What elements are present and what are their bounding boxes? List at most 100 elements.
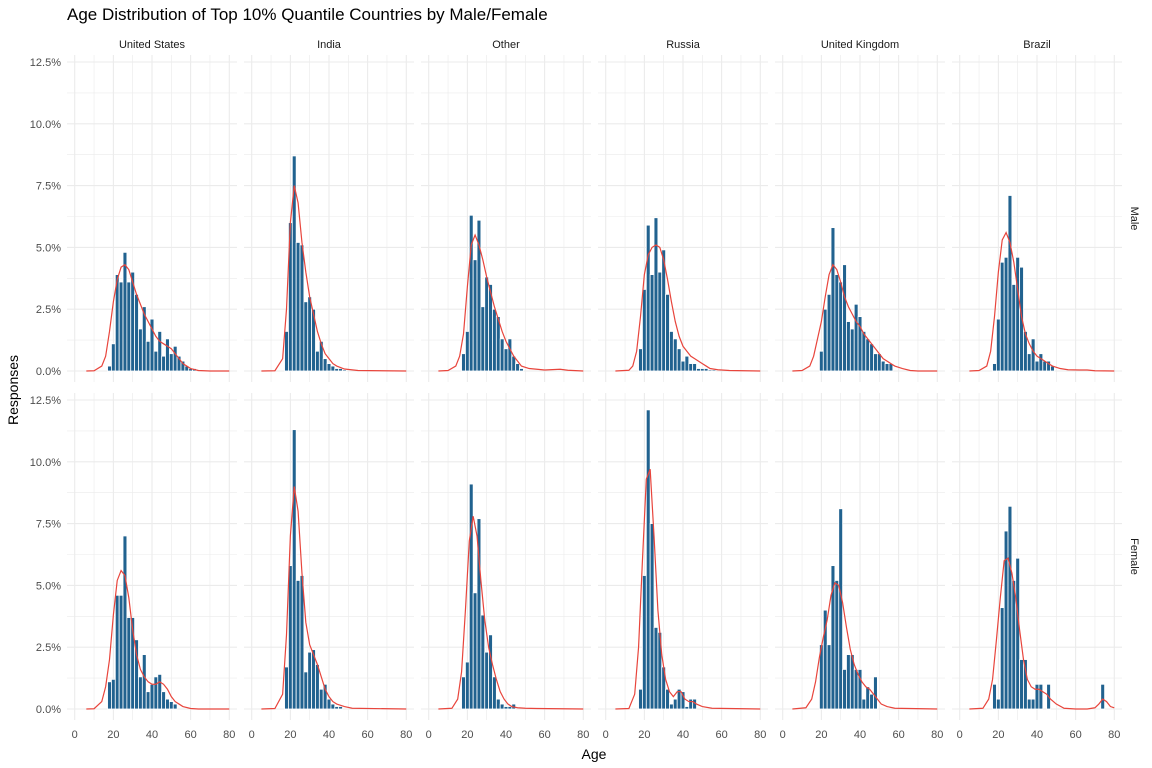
histogram-bar [484, 276, 490, 372]
histogram-bar [861, 331, 867, 372]
y-axis-tick-labels: 0.0% 2.5% 5.0% 7.5% 10.0% 12.5% 0.0% 2.5% 5.0% 7.… [30, 57, 61, 716]
histogram-bar [1026, 698, 1032, 710]
histogram-bar [865, 338, 871, 372]
x-tick-label: 0 [249, 729, 255, 741]
histogram-bar [507, 338, 513, 372]
histogram-bar [330, 365, 336, 372]
histogram-bar [461, 676, 466, 710]
panel-other-female [438, 483, 584, 710]
y-tick-label: 12.5% [30, 395, 61, 407]
x-tick-label: 20 [284, 729, 296, 741]
histogram-bar [153, 676, 159, 710]
x-tick-label: 80 [577, 729, 589, 741]
panel-grid [598, 393, 768, 720]
histogram-bar [507, 706, 513, 710]
histogram-bar [846, 654, 851, 710]
panel-united-kingdom-female [792, 508, 938, 710]
histogram-bar [657, 271, 663, 372]
histogram-bar [315, 350, 320, 372]
histogram-bar [138, 676, 143, 710]
histogram-bar [999, 607, 1005, 710]
x-tick-label: 20 [107, 729, 119, 741]
x-tick-label: 60 [185, 729, 197, 741]
x-tick-label: 20 [815, 729, 827, 741]
histogram-bar [996, 698, 1001, 710]
histogram-bar [307, 296, 313, 372]
histogram-bar [869, 343, 874, 372]
panel-grid [775, 55, 945, 382]
y-tick-label: 0.0% [36, 704, 61, 716]
panel-other-male [438, 214, 584, 372]
histogram-bar [857, 669, 863, 710]
facet-column-label: India [317, 39, 342, 51]
histogram-bar [334, 368, 340, 372]
x-tick-label: 20 [992, 729, 1004, 741]
y-tick-label: 7.5% [36, 519, 61, 531]
panel-grid [244, 393, 414, 720]
y-tick-label: 0.0% [36, 366, 61, 378]
histogram-bar [107, 365, 112, 372]
density-curve [261, 185, 407, 372]
histogram-bar [1007, 195, 1013, 372]
histogram-bar [157, 673, 163, 710]
histogram-bar [157, 331, 163, 372]
facet-column-label: United States [119, 39, 186, 51]
facet-column-label: Other [492, 39, 520, 51]
histogram-bar [288, 565, 293, 710]
histogram-bar [680, 691, 686, 710]
histogram-bar [161, 355, 166, 372]
density-curve [438, 233, 584, 372]
histogram-bar [468, 214, 474, 372]
histogram-bar [1003, 256, 1009, 372]
facet-row-label: Female [1128, 538, 1140, 575]
histogram-bar [515, 363, 520, 372]
facet-column-label: United Kingdom [821, 39, 899, 51]
histogram-bar [480, 614, 486, 710]
histogram-bar [711, 369, 717, 372]
histogram-bar [315, 664, 320, 710]
histogram-bar [334, 706, 340, 710]
histogram-bar [326, 363, 332, 372]
histogram-bar [165, 698, 170, 710]
density-curve [969, 557, 1115, 710]
histogram-bar [134, 639, 139, 710]
y-axis-title: Responses [5, 355, 21, 425]
histogram-bar [145, 340, 151, 372]
density-curve [615, 244, 761, 372]
x-tick-label: 0 [780, 729, 786, 741]
histogram-bar [696, 368, 701, 372]
histogram-bar [342, 369, 347, 372]
histogram-bar [1011, 284, 1017, 372]
density-curve [86, 263, 230, 372]
histogram-bar [295, 580, 301, 710]
histogram-bar [118, 594, 124, 710]
histogram-bar [838, 508, 844, 710]
histogram-bar [1100, 683, 1106, 710]
x-tick-label: 80 [223, 729, 235, 741]
histogram-bar [488, 634, 493, 710]
histogram-bar [665, 688, 670, 710]
histogram-bar [849, 328, 855, 372]
histogram-bar [830, 227, 836, 372]
histogram-bar [669, 331, 674, 372]
panel-grid [952, 55, 1122, 382]
histogram-bar [161, 691, 166, 710]
histogram-bar [480, 306, 486, 372]
histogram-bar [649, 523, 655, 710]
histogram-bar [149, 683, 155, 710]
histogram-bar [492, 676, 497, 710]
density-curve [261, 486, 407, 710]
histogram-bar [338, 706, 343, 710]
histogram-bar [291, 429, 297, 710]
y-tick-label: 5.0% [36, 580, 61, 592]
histogram-bar [303, 671, 309, 710]
x-axis-title: Age [582, 746, 607, 762]
x-tick-label: 40 [146, 729, 158, 741]
y-tick-label: 5.0% [36, 242, 61, 254]
histogram-bar [122, 251, 128, 372]
histogram-bar [1003, 530, 1009, 710]
histogram-bar [865, 686, 871, 710]
histogram-bar [653, 627, 659, 710]
panel-brazil-female [969, 505, 1115, 710]
